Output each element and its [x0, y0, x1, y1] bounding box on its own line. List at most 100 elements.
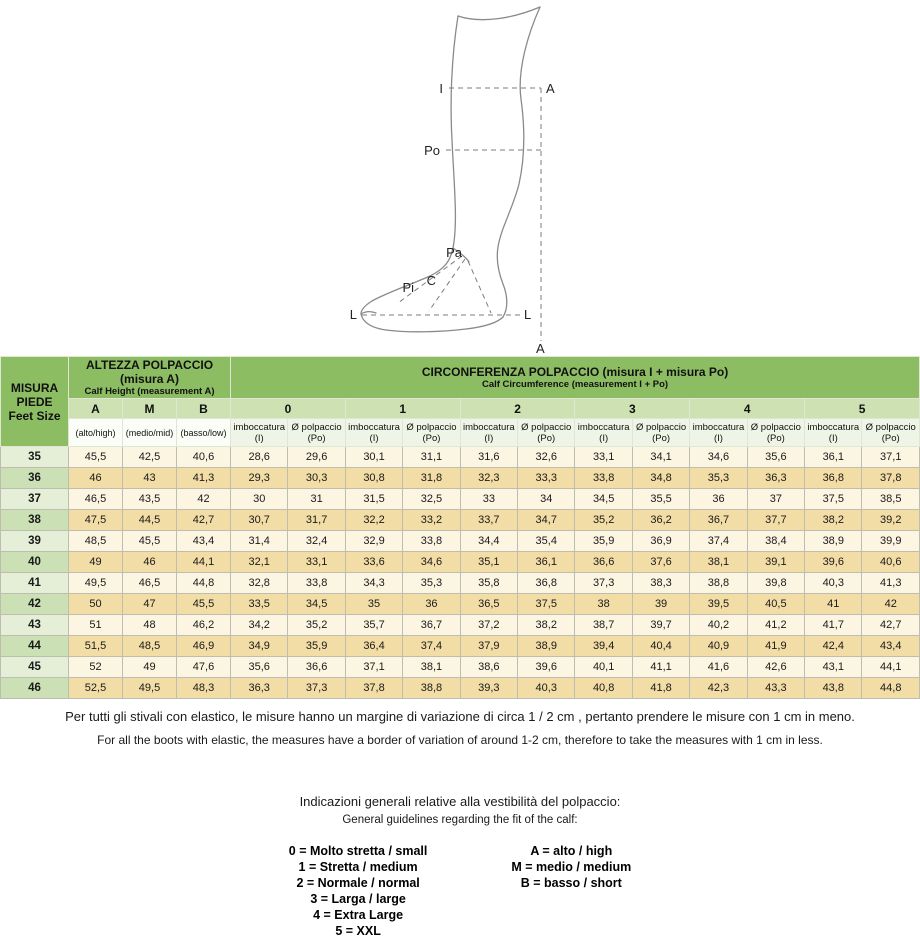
- circumference-cell: 36,7: [689, 509, 748, 531]
- circumference-cell: 40,9: [689, 635, 748, 657]
- subcol-polpaccio-5: Ø polpaccio (Po): [861, 418, 920, 447]
- size-table-header: MISURA PIEDE Feet Size ALTEZZA POLPACCIO…: [0, 356, 920, 447]
- leg-outline: [360, 6, 541, 333]
- subcol-imboccatura-5: imboccatura (I): [804, 418, 863, 447]
- header-row-groups: A M B 0 1 2 3 4 5: [1, 398, 920, 419]
- calf-height-cell: 52: [68, 656, 123, 678]
- circumference-cell: 36,3: [230, 677, 289, 699]
- subcol-polpaccio-0: Ø polpaccio (Po): [287, 418, 346, 447]
- circumference-cell: 35,2: [287, 614, 346, 636]
- circumference-cell: 40,4: [631, 635, 691, 657]
- circumference-cell: 41,7: [804, 614, 863, 636]
- calf-height-cell: 41,3: [175, 467, 232, 489]
- subcol-unit: (I): [828, 432, 838, 444]
- circumference-cell: 37,3: [574, 572, 633, 594]
- circumference-cell: 39,7: [631, 614, 691, 636]
- circumference-cell: 29,6: [287, 446, 346, 468]
- subcol-label: Ø polpaccio: [865, 421, 916, 433]
- calf-height-header: ALTEZZA POLPACCIO (misura A) Calf Height…: [67, 356, 232, 399]
- col-note-low: (basso/low): [175, 418, 232, 447]
- subcol-label: imboccatura: [462, 421, 515, 433]
- calf-height-cell: 48,5: [68, 530, 123, 552]
- subcol-polpaccio-1: Ø polpaccio (Po): [402, 418, 461, 447]
- elastic-note-it: Per tutti gli stivali con elastico, le m…: [65, 709, 855, 724]
- circumference-cell: 39,5: [689, 593, 748, 615]
- circumference-cell: 42,4: [804, 635, 863, 657]
- diagram-labels: I A Po Pa C Pi L L A: [350, 81, 555, 356]
- diagram-label-pa: Pa: [446, 245, 463, 260]
- legend-item-height-m: M = medio / medium: [511, 860, 632, 874]
- feet-size-cell: 39: [0, 530, 69, 552]
- diagram-area: I A Po Pa C Pi L L A: [0, 0, 920, 356]
- circumference-cell: 38: [574, 593, 633, 615]
- circumference-cell: 40,6: [861, 551, 920, 573]
- fit-guidelines: Indicazioni generali relative alla vesti…: [0, 794, 920, 939]
- circumference-cell: 36: [402, 593, 461, 615]
- circumference-cell: 33: [459, 488, 519, 510]
- circumference-cell: 31,5: [344, 488, 404, 510]
- subcol-label: Ø polpaccio: [521, 421, 572, 433]
- circumference-cell: 35,5: [631, 488, 691, 510]
- calf-height-cell: 48,3: [175, 677, 232, 699]
- circumference-cell: 39,9: [861, 530, 920, 552]
- circumference-cell: 32,3: [459, 467, 519, 489]
- circumference-cell: 41,2: [746, 614, 806, 636]
- circumference-cell: 30: [230, 488, 289, 510]
- circumference-cell: 38,2: [804, 509, 863, 531]
- calf-height-cell: 51,5: [68, 635, 123, 657]
- circumference-cell: 38,1: [402, 656, 461, 678]
- elastic-notes: Per tutti gli stivali con elastico, le m…: [0, 709, 920, 748]
- circumference-cell: 38,8: [689, 572, 748, 594]
- circumference-cell: 30,7: [230, 509, 289, 531]
- subcol-imboccatura-2: imboccatura (I): [459, 418, 519, 447]
- subcol-label: imboccatura: [233, 421, 286, 433]
- circumference-cell: 40,3: [804, 572, 863, 594]
- circumference-cell: 39,6: [804, 551, 863, 573]
- feet-size-cell: 45: [0, 656, 69, 678]
- circumference-cell: 44,1: [861, 656, 920, 678]
- fit-legend: 0 = Molto stretta / small 1 = Stretta / …: [0, 843, 920, 939]
- subcol-label: imboccatura: [348, 421, 400, 433]
- circumference-cell: 43,1: [804, 656, 863, 678]
- feet-size-cell: 37: [0, 488, 69, 510]
- circumference-cell: 41: [804, 593, 863, 615]
- calf-height-cell: 52,5: [68, 677, 123, 699]
- circumference-cell: 33,5: [230, 593, 289, 615]
- circumference-cell: 37,6: [631, 551, 691, 573]
- size-row-46: 46 52,5 49,5 48,3 36,3 37,3 37,8 38,8 39,3 40,3 40…: [0, 677, 920, 699]
- fit-legend-numbers: 0 = Molto stretta / small 1 = Stretta / …: [289, 843, 428, 939]
- circumference-cell: 34,2: [230, 614, 289, 636]
- circumference-cell: 38,3: [631, 572, 691, 594]
- circumference-cell: 36,1: [804, 446, 863, 468]
- circumference-cell: 39,2: [861, 509, 920, 531]
- circumference-cell: 41,1: [631, 656, 691, 678]
- circumference-cell: 31: [287, 488, 346, 510]
- circumference-cell: 32,4: [287, 530, 346, 552]
- circumference-cell: 36,1: [517, 551, 576, 573]
- diagram-label-pi: Pi: [402, 280, 414, 295]
- subcol-imboccatura-1: imboccatura (I): [344, 418, 404, 447]
- calf-height-cell: 49: [68, 551, 123, 573]
- circumference-cell: 40,3: [517, 677, 576, 699]
- circumference-cell: 38,5: [861, 488, 920, 510]
- calf-height-cell: 43: [122, 467, 177, 489]
- circumference-cell: 35,9: [574, 530, 633, 552]
- circumference-cell: 41,3: [861, 572, 920, 594]
- subcol-imboccatura-3: imboccatura (I): [574, 418, 633, 447]
- size-row-42: 42 50 47 45,5 33,5 34,5 35 36 36,5 37,5 38 39 39,5 40…: [0, 593, 920, 615]
- calf-height-cell: 50: [68, 593, 123, 615]
- circumference-cell: 30,3: [287, 467, 346, 489]
- circumference-cell: 38,6: [459, 656, 519, 678]
- subcol-unit: (Po): [652, 432, 671, 444]
- col-header-a: A: [68, 398, 123, 419]
- diagram-label-po: Po: [424, 143, 440, 158]
- circumference-cell: 36,8: [517, 572, 576, 594]
- circumference-cell: 36,4: [344, 635, 404, 657]
- circumference-cell: 35,4: [517, 530, 576, 552]
- fit-group-0: 0: [230, 398, 346, 419]
- circumference-cell: 32,2: [344, 509, 404, 531]
- legend-item-height-b: B = basso / short: [520, 876, 622, 890]
- feet-size-header-line3: Feet Size: [8, 408, 61, 423]
- circumference-cell: 32,8: [230, 572, 289, 594]
- size-row-37: 37 46,5 43,5 42 30 31 31,5 32,5 33 34 34,5 35,5 36 37…: [0, 488, 920, 510]
